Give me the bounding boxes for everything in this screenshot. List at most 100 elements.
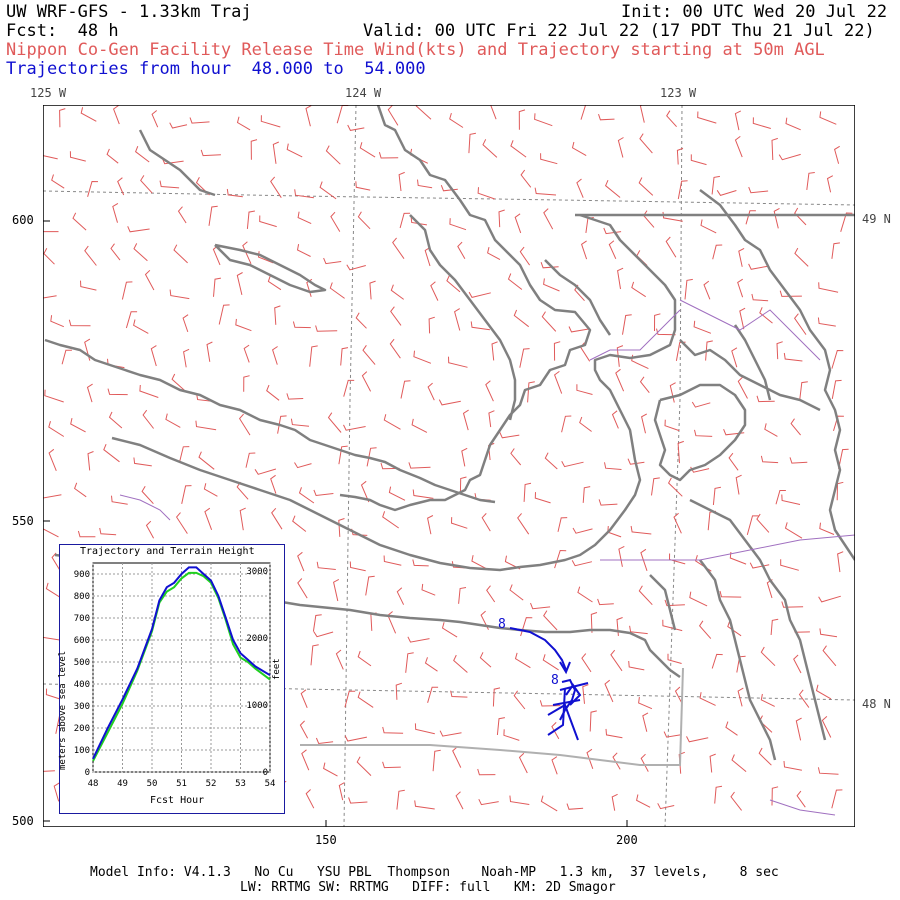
wind-barb: [628, 660, 645, 671]
wind-barb: [673, 512, 682, 534]
wind-barb: [43, 522, 59, 538]
wind-barb: [478, 798, 499, 806]
wind-barb: [395, 682, 403, 700]
wind-barb: [45, 582, 63, 599]
wind-barb: [837, 551, 844, 573]
wind-barb: [783, 760, 802, 771]
wind-barb: [616, 345, 624, 367]
wind-barb: [343, 424, 366, 431]
wind-barb: [169, 122, 188, 129]
wind-barb: [246, 210, 255, 229]
wind-barb: [301, 749, 310, 771]
wind-barb: [703, 280, 711, 300]
wind-barb: [323, 762, 338, 777]
wind-barb: [127, 226, 150, 233]
map-subtitle: Nippon Co-Gen Facility Release Time Wind…: [6, 40, 825, 60]
model-info: Model Info: V4.1.3 No Cu YSU PBL Thompso…: [90, 865, 779, 880]
wind-barb: [439, 730, 462, 737]
wind-barb: [611, 793, 618, 811]
wind-barb: [449, 218, 467, 231]
wind-barb: [77, 530, 96, 538]
wind-barb: [242, 241, 252, 265]
wind-barb: [286, 393, 304, 400]
wind-barb: [171, 373, 187, 393]
wind-barb: [709, 753, 716, 773]
wind-barb: [780, 559, 799, 571]
wind-barb: [712, 244, 723, 260]
wind-barb: [579, 416, 592, 432]
wind-barb: [700, 219, 717, 234]
wind-barb: [286, 143, 303, 158]
lon-label-125w: 125 W: [30, 86, 67, 100]
inset-ytick: 600: [74, 636, 90, 646]
wind-barb: [719, 590, 742, 598]
wind-barb: [691, 401, 711, 408]
wind-barb: [257, 251, 274, 264]
wind-barb: [424, 657, 438, 672]
wind-barb: [793, 313, 807, 335]
wind-barb: [59, 108, 66, 128]
wind-barb: [432, 749, 441, 772]
forecast-hour: Fcst: 48 h: [6, 21, 119, 41]
trajectory-hours: Trajectories from hour 48.000 to 54.000: [6, 59, 426, 79]
wind-barb: [398, 171, 405, 192]
wind-barb: [667, 653, 682, 664]
wind-barb: [70, 417, 86, 433]
wind-barb: [349, 561, 366, 572]
wind-barb: [356, 756, 372, 776]
inset-ytick: 0: [85, 768, 90, 778]
county-borders: [119, 299, 855, 816]
wind-barb: [125, 311, 138, 329]
wind-barb: [686, 736, 709, 743]
wind-barb: [490, 105, 497, 120]
wind-barb: [689, 591, 708, 607]
wind-barb: [612, 752, 621, 770]
wind-barb: [712, 486, 721, 506]
wind-barb: [448, 356, 468, 368]
wind-barb: [543, 610, 558, 631]
wind-barb: [260, 115, 281, 128]
wind-barb: [690, 154, 707, 166]
wind-barb: [748, 263, 768, 270]
wind-barb: [576, 178, 584, 198]
wind-barb: [411, 418, 428, 433]
lon-label-123w: 123 W: [660, 86, 697, 100]
lat-label-48n: 48 N: [862, 697, 891, 711]
inset-ytick: 300: [74, 702, 90, 712]
y-tick-550: 550: [12, 514, 34, 528]
wind-barb: [471, 555, 490, 571]
wind-barb: [300, 689, 308, 708]
wind-barb: [711, 653, 723, 669]
inset-y2tick: 2000: [246, 634, 268, 644]
wind-barb: [236, 272, 243, 296]
wind-barb: [208, 205, 218, 226]
wind-barb: [510, 140, 527, 158]
wind-barb: [509, 795, 530, 805]
wind-barb: [776, 341, 783, 360]
wind-barb: [580, 105, 587, 120]
wind-barb: [330, 211, 341, 232]
inset-xtick: 52: [206, 779, 217, 789]
wind-barb: [571, 141, 587, 157]
wind-barb: [798, 689, 810, 708]
wind-barb: [396, 789, 405, 810]
wind-barb: [739, 307, 746, 330]
wind-barb: [746, 515, 759, 536]
wind-barb: [316, 561, 336, 570]
wind-barb: [705, 340, 713, 361]
wind-barb: [513, 309, 530, 328]
inset-xlabel: Fcst Hour: [150, 795, 205, 806]
wind-barb: [576, 384, 593, 395]
wind-barb: [725, 721, 738, 736]
wind-barb: [608, 240, 617, 260]
wind-barb: [488, 410, 495, 428]
wind-barb: [458, 587, 467, 604]
wind-barb: [589, 710, 597, 732]
wind-barb: [822, 645, 837, 667]
wind-barb: [651, 477, 660, 496]
wind-barb: [783, 352, 803, 362]
wind-barb: [678, 751, 685, 774]
lat-label-49n: 49 N: [862, 212, 891, 226]
wind-barb: [590, 612, 598, 633]
wind-barb: [369, 280, 376, 300]
